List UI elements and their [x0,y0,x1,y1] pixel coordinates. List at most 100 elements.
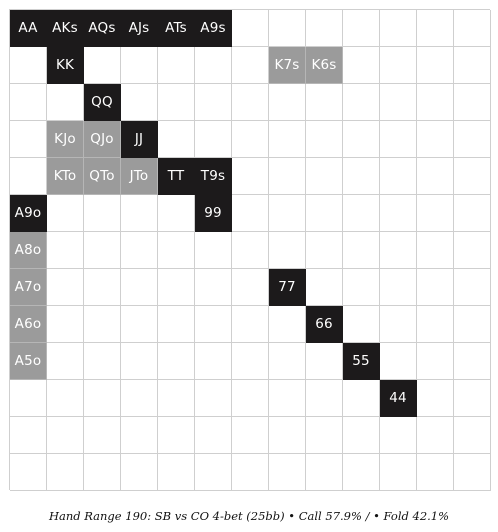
hand-cell-empty [454,10,491,47]
hand-cell-empty [417,343,454,380]
hand-cell-empty [121,47,158,84]
hand-cell-empty [380,121,417,158]
hand-cell-empty [47,454,84,491]
hand-cell-empty [232,269,269,306]
hand-cell-empty [158,306,195,343]
hand-cell-empty [454,380,491,417]
hand-cell-call: AA [10,10,47,47]
hand-cell-empty [47,417,84,454]
hand-cell-fold: QJo [84,121,121,158]
hand-cell-empty [343,47,380,84]
hand-cell-empty [343,158,380,195]
hand-cell-call: QQ [84,84,121,121]
hand-cell-call: KK [47,47,84,84]
hand-cell-empty [84,195,121,232]
hand-cell-empty [306,380,343,417]
hand-cell-fold: K7s [269,47,306,84]
hand-cell-empty [84,454,121,491]
hand-cell-empty [195,380,232,417]
hand-cell-empty [121,195,158,232]
hand-cell-fold: KJo [47,121,84,158]
hand-cell-empty [121,232,158,269]
hand-cell-empty [380,454,417,491]
hand-cell-empty [454,47,491,84]
hand-cell-empty [306,232,343,269]
hand-range-grid: AA AKs AQs AJs ATs A9s KK K7s K6s QQ KJo QJo JJ KTo QT… [9,9,491,491]
hand-cell-empty [10,158,47,195]
hand-cell-empty [454,195,491,232]
hand-cell-empty [343,84,380,121]
hand-cell-empty [84,47,121,84]
hand-cell-empty [158,269,195,306]
hand-cell-empty [417,417,454,454]
hand-cell-empty [121,417,158,454]
hand-cell-empty [269,454,306,491]
hand-cell-fold: A5o [10,343,47,380]
hand-cell-empty [10,417,47,454]
hand-cell-empty [269,380,306,417]
hand-cell-empty [417,195,454,232]
hand-cell-empty [232,417,269,454]
hand-cell-fold: JTo [121,158,158,195]
hand-cell-empty [454,269,491,306]
hand-cell-empty [306,84,343,121]
hand-cell-fold: KTo [47,158,84,195]
hand-cell-empty [417,121,454,158]
hand-cell-call: AJs [121,10,158,47]
hand-cell-empty [47,84,84,121]
hand-cell-empty [269,121,306,158]
hand-cell-empty [306,343,343,380]
hand-cell-empty [417,84,454,121]
hand-cell-empty [269,10,306,47]
hand-cell-empty [417,47,454,84]
hand-cell-empty [454,306,491,343]
hand-cell-empty [195,417,232,454]
hand-cell-empty [121,269,158,306]
hand-cell-empty [47,269,84,306]
hand-cell-empty [158,121,195,158]
hand-cell-empty [232,10,269,47]
hand-cell-empty [454,454,491,491]
hand-cell-empty [343,269,380,306]
hand-cell-fold: A7o [10,269,47,306]
hand-cell-empty [232,121,269,158]
hand-cell-empty [232,47,269,84]
hand-cell-empty [158,454,195,491]
hand-cell-empty [306,269,343,306]
hand-cell-empty [306,121,343,158]
hand-cell-empty [84,380,121,417]
hand-cell-empty [10,47,47,84]
hand-cell-empty [269,84,306,121]
hand-cell-empty [343,306,380,343]
hand-cell-fold: A6o [10,306,47,343]
hand-cell-call: JJ [121,121,158,158]
hand-cell-call: TT [158,158,195,195]
hand-cell-empty [195,121,232,158]
hand-cell-empty [306,454,343,491]
hand-cell-empty [454,84,491,121]
hand-cell-empty [380,47,417,84]
hand-cell-empty [380,84,417,121]
hand-cell-empty [306,158,343,195]
hand-cell-empty [343,454,380,491]
hand-cell-empty [232,343,269,380]
hand-cell-empty [195,343,232,380]
hand-cell-call: AKs [47,10,84,47]
hand-cell-empty [269,158,306,195]
hand-cell-empty [84,269,121,306]
hand-cell-empty [10,380,47,417]
hand-cell-call: 66 [306,306,343,343]
hand-cell-call: A9o [10,195,47,232]
hand-cell-empty [380,158,417,195]
hand-cell-fold: A8o [10,232,47,269]
hand-cell-empty [195,306,232,343]
hand-cell-empty [454,121,491,158]
hand-cell-empty [47,343,84,380]
hand-cell-empty [306,10,343,47]
hand-cell-empty [417,232,454,269]
hand-cell-empty [380,343,417,380]
hand-cell-empty [306,195,343,232]
hand-cell-empty [232,84,269,121]
hand-cell-call: 55 [343,343,380,380]
hand-cell-empty [121,343,158,380]
